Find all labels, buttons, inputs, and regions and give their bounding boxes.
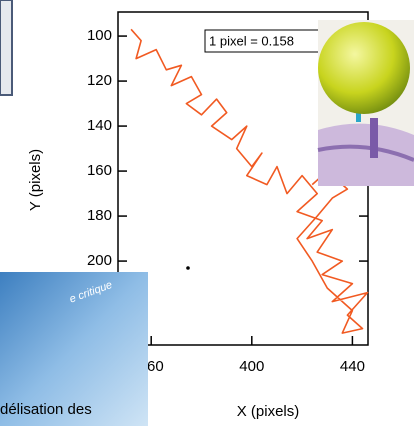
card-caption: délisation des [0, 401, 92, 418]
x-tick-label: 400 [239, 358, 264, 375]
y-axis-label: Y (pixels) [27, 149, 44, 211]
y-tick-label: 180 [87, 207, 112, 224]
x-axis-label: X (pixels) [237, 403, 300, 420]
sphere-image [318, 20, 414, 186]
y-tick-label: 140 [87, 117, 112, 134]
annotation: 1 pixel = 0.158 [209, 33, 294, 48]
card-image: e critique délisation des [0, 272, 148, 426]
page: {"chart_data":{"type":"line","x_label":"… [0, 0, 414, 426]
y-tick-label: 160 [87, 162, 112, 179]
stray-dot [186, 266, 190, 270]
y-tick-label: 100 [87, 27, 112, 44]
chart: 1001201401601802003604004401 pixel = 0.1… [0, 0, 414, 426]
y-tick-label: 200 [87, 252, 112, 269]
side-panel [0, 0, 12, 95]
y-tick-label: 120 [87, 72, 112, 89]
x-tick-label: 440 [340, 358, 365, 375]
